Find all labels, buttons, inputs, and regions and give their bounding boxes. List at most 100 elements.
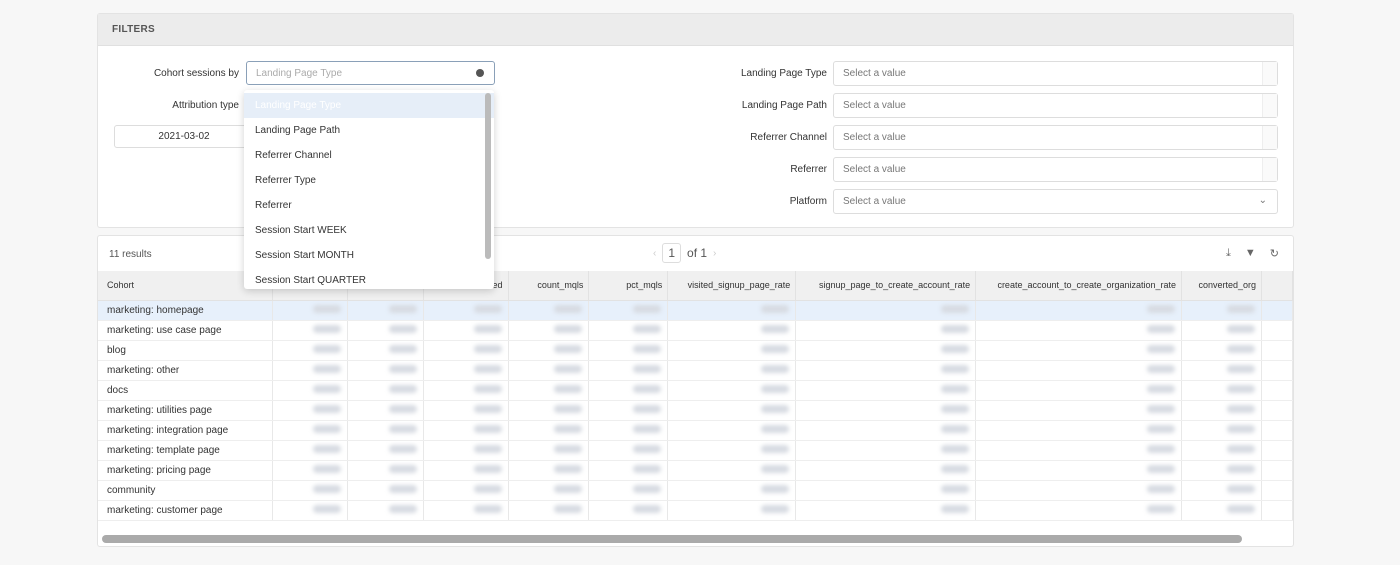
blurred-cell — [347, 380, 424, 401]
blurred-cell — [423, 360, 509, 381]
blurred-cell — [795, 320, 977, 341]
cohort-select-input[interactable]: Landing Page Type — [246, 61, 495, 85]
horizontal-scrollbar[interactable] — [102, 535, 1242, 543]
table-row[interactable]: community — [98, 480, 1293, 501]
blurred-cell — [508, 360, 590, 381]
blurred-cell — [1181, 440, 1262, 461]
table-row[interactable]: marketing: integration page — [98, 420, 1293, 441]
filter-placeholder: Select a value — [843, 132, 906, 143]
column-header[interactable]: count_mqls — [508, 271, 590, 301]
blurred-cell — [667, 360, 797, 381]
blurred-cell — [667, 500, 797, 521]
column-header[interactable]: Cohort — [98, 271, 274, 301]
blurred-cell — [667, 400, 797, 421]
blurred-cell — [272, 300, 348, 321]
dropdown-option[interactable]: Session Start MONTH — [255, 250, 354, 261]
dropdown-option[interactable]: Referrer Channel — [255, 150, 332, 161]
blurred-cell — [588, 340, 669, 361]
prev-page-icon[interactable]: ‹ — [653, 247, 657, 259]
table-row[interactable]: marketing: use case page — [98, 320, 1293, 341]
column-header[interactable]: converted_org — [1181, 271, 1262, 301]
dropdown-scrollbar[interactable] — [485, 93, 491, 259]
column-header[interactable]: create_account_to_create_organization_ra… — [975, 271, 1183, 301]
dropdown-option[interactable]: Landing Page Path — [255, 125, 341, 136]
cohort-cell: marketing: template page — [98, 440, 274, 461]
blurred-cell — [423, 380, 509, 401]
blurred-cell — [508, 380, 590, 401]
dropdown-option[interactable]: Referrer — [255, 200, 292, 211]
blurred-cell — [975, 420, 1183, 441]
blurred-cell — [588, 380, 669, 401]
blurred-cell — [272, 360, 348, 381]
filter-select[interactable]: Select a value — [833, 125, 1278, 150]
blurred-cell — [272, 400, 348, 421]
table-row[interactable]: marketing: template page — [98, 440, 1293, 461]
pagination: ‹ 1 of 1 › — [653, 243, 716, 263]
table-row[interactable]: marketing: utilities page — [98, 400, 1293, 421]
blurred-cell — [347, 440, 424, 461]
page-input[interactable]: 1 — [662, 243, 682, 263]
empty-cell — [1261, 300, 1293, 321]
blurred-cell — [795, 340, 977, 361]
blurred-cell — [508, 300, 590, 321]
blurred-cell — [508, 420, 590, 441]
blurred-cell — [975, 380, 1183, 401]
blurred-cell — [588, 320, 669, 341]
select-addon — [1262, 62, 1277, 85]
blurred-cell — [1181, 300, 1262, 321]
blurred-cell — [347, 460, 424, 481]
dropdown-option[interactable]: Session Start QUARTER — [255, 275, 366, 286]
chevron-down-icon: ⌄ — [1258, 195, 1267, 206]
blurred-cell — [272, 500, 348, 521]
filter-icon[interactable]: ▼ — [1244, 247, 1256, 259]
blurred-cell — [508, 340, 590, 361]
table-row[interactable]: marketing: customer page — [98, 500, 1293, 521]
blurred-cell — [975, 480, 1183, 501]
blurred-cell — [508, 480, 590, 501]
column-header[interactable] — [1261, 271, 1293, 301]
column-header[interactable]: visited_signup_page_rate — [667, 271, 797, 301]
blurred-cell — [272, 460, 348, 481]
blurred-cell — [795, 460, 977, 481]
blurred-cell — [667, 380, 797, 401]
blurred-cell — [423, 400, 509, 421]
blurred-cell — [272, 380, 348, 401]
filter-select[interactable]: Select a value — [833, 157, 1278, 182]
blurred-cell — [667, 320, 797, 341]
cohort-cell: blog — [98, 340, 274, 361]
table-row[interactable]: marketing: other — [98, 360, 1293, 381]
clear-icon[interactable] — [476, 69, 484, 77]
blurred-cell — [347, 340, 424, 361]
refresh-icon[interactable]: ↻ — [1269, 248, 1279, 260]
filter-select[interactable]: Select a value ⌄ — [833, 189, 1278, 214]
blurred-cell — [423, 440, 509, 461]
blurred-cell — [667, 420, 797, 441]
dropdown-option[interactable]: Referrer Type — [255, 175, 316, 186]
table-row[interactable]: marketing: pricing page — [98, 460, 1293, 481]
column-header[interactable]: signup_page_to_create_account_rate — [795, 271, 977, 301]
filter-label: Referrer — [790, 164, 827, 175]
cohort-cell: community — [98, 480, 274, 501]
blurred-cell — [423, 340, 509, 361]
blurred-cell — [795, 400, 977, 421]
download-icon[interactable]: ⤓ — [1226, 247, 1231, 259]
blurred-cell — [508, 460, 590, 481]
dropdown-option[interactable]: Session Start WEEK — [255, 225, 347, 236]
table-row[interactable]: docs — [98, 380, 1293, 401]
filter-select[interactable]: Select a value — [833, 61, 1278, 86]
dropdown-option[interactable]: Landing Page Type — [244, 93, 494, 118]
cohort-label: Cohort sessions by — [153, 68, 239, 79]
blurred-cell — [975, 340, 1183, 361]
blurred-cell — [795, 440, 977, 461]
empty-cell — [1261, 460, 1293, 481]
blurred-cell — [508, 400, 590, 421]
filter-select[interactable]: Select a value — [833, 93, 1278, 118]
table-row[interactable]: blog — [98, 340, 1293, 361]
date-input[interactable]: 2021-03-02 — [114, 125, 254, 148]
table-row[interactable]: marketing: homepage — [98, 300, 1293, 321]
blurred-cell — [795, 360, 977, 381]
column-header[interactable]: pct_mqls — [588, 271, 669, 301]
next-page-icon[interactable]: › — [713, 247, 717, 259]
blurred-cell — [1181, 360, 1262, 381]
empty-cell — [1261, 500, 1293, 521]
